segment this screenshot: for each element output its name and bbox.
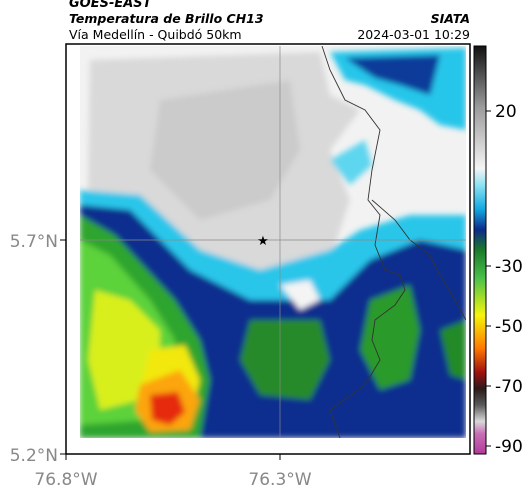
y-tick-label: 5.2°N — [10, 446, 58, 466]
source-label: SIATA — [430, 11, 470, 26]
region-label: Vía Medellín - Quibdó 50km — [69, 27, 242, 42]
colorbar: 20 -30 -50 -70 -90 — [473, 45, 523, 457]
colorbar-tick-label: -90 — [495, 437, 523, 457]
brightness-temperature-field — [80, 46, 466, 438]
colorbar-tick-label: -30 — [495, 257, 523, 277]
datetime-label: 2024-03-01 10:29 — [357, 27, 470, 42]
colorbar-tick-label: -70 — [495, 377, 523, 397]
star-icon: ★ — [257, 234, 269, 249]
colorbar-tick-label: -50 — [495, 317, 523, 337]
product-title: GOES-EAST — [69, 0, 152, 11]
map-title: Temperatura de Brillo CH13 — [69, 11, 264, 26]
x-tick-label: 76.3°W — [248, 470, 311, 490]
colorbar-tick-label: 20 — [495, 102, 517, 122]
y-tick-label: 5.7°N — [10, 232, 58, 252]
x-tick-label: 76.8°W — [34, 470, 97, 490]
